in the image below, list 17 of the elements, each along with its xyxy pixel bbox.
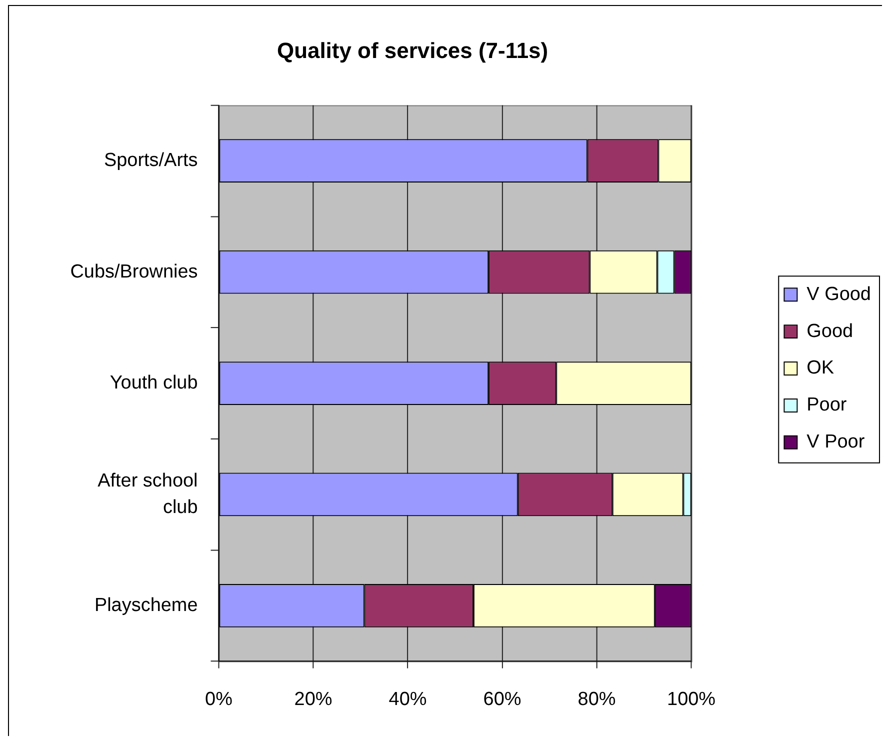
y-tick-label: Youth club — [110, 372, 198, 394]
x-tick-label: 60% — [483, 688, 522, 710]
x-tick-label: 20% — [294, 688, 332, 710]
y-tick-label: Sports/Arts — [104, 150, 198, 172]
y-tick-label: Playscheme — [94, 594, 198, 616]
legend-label: OK — [806, 358, 834, 379]
legend-label: Poor — [806, 394, 847, 416]
x-tick-label: 40% — [388, 688, 427, 710]
x-tick-label: 0% — [205, 688, 233, 710]
x-tick-label: 80% — [578, 688, 616, 710]
y-tick-label: Cubs/Brownies — [70, 261, 198, 282]
y-tick-label: After school club — [98, 470, 198, 518]
chart-title: Quality of services (7-11s) — [276, 38, 548, 64]
legend-label: V Poor — [806, 432, 865, 453]
legend-label: V Good — [806, 284, 871, 305]
x-tick-label: 100% — [667, 688, 716, 710]
legend-label: Good — [806, 320, 854, 342]
